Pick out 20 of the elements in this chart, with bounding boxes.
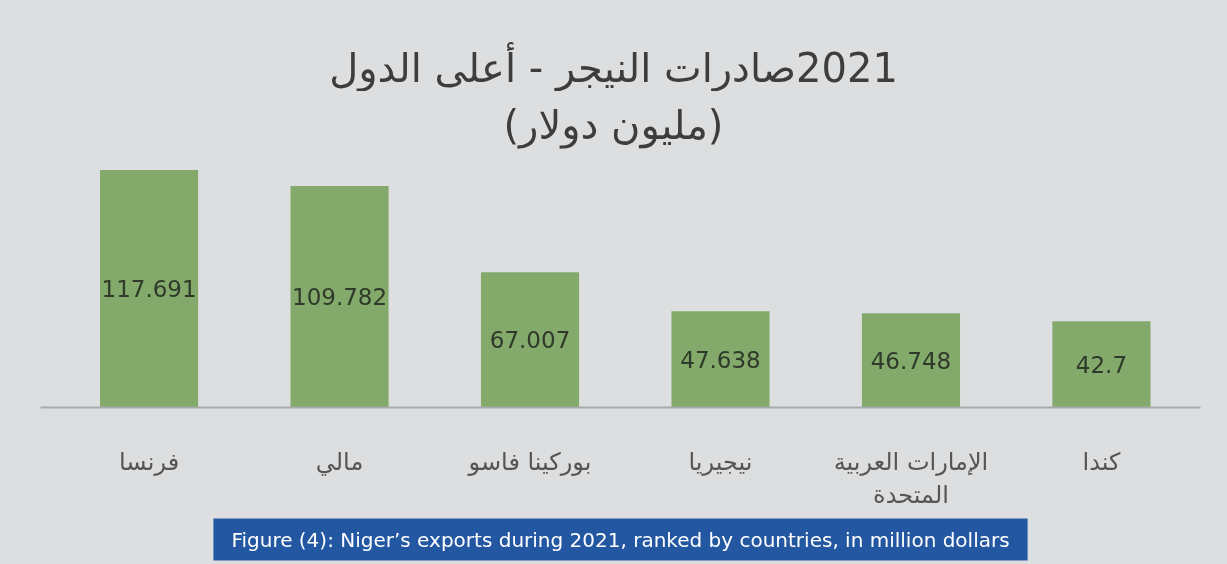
x-tick-label: الإمارات العربية المتحدة	[833, 447, 989, 510]
data-label: 42.7	[1075, 351, 1128, 378]
bar	[861, 313, 961, 408]
bar	[290, 185, 389, 408]
x-tick-label: بوركينا فاسو	[467, 447, 592, 476]
text: Figure (4): Niger’s exports during 2021, ranked by countries, in million dollars	[231, 527, 1010, 552]
x-tick-label: نيجيريا	[688, 447, 753, 476]
bar	[1052, 321, 1151, 408]
data-label: 109.782	[291, 284, 388, 311]
bar	[671, 311, 770, 408]
x-tick-label: فرنسا	[119, 447, 180, 476]
x-tick-label: مالي	[315, 447, 364, 476]
bar	[100, 170, 199, 408]
data-label: 67.007	[489, 327, 571, 354]
data-label: 117.691	[101, 276, 197, 303]
chart-subtitle: (مليون دولار)	[503, 102, 724, 148]
x-tick-label: كندا	[1082, 447, 1121, 476]
data-label: 47.638	[680, 346, 761, 373]
bar	[480, 272, 580, 408]
data-label: 46.748	[870, 347, 952, 374]
